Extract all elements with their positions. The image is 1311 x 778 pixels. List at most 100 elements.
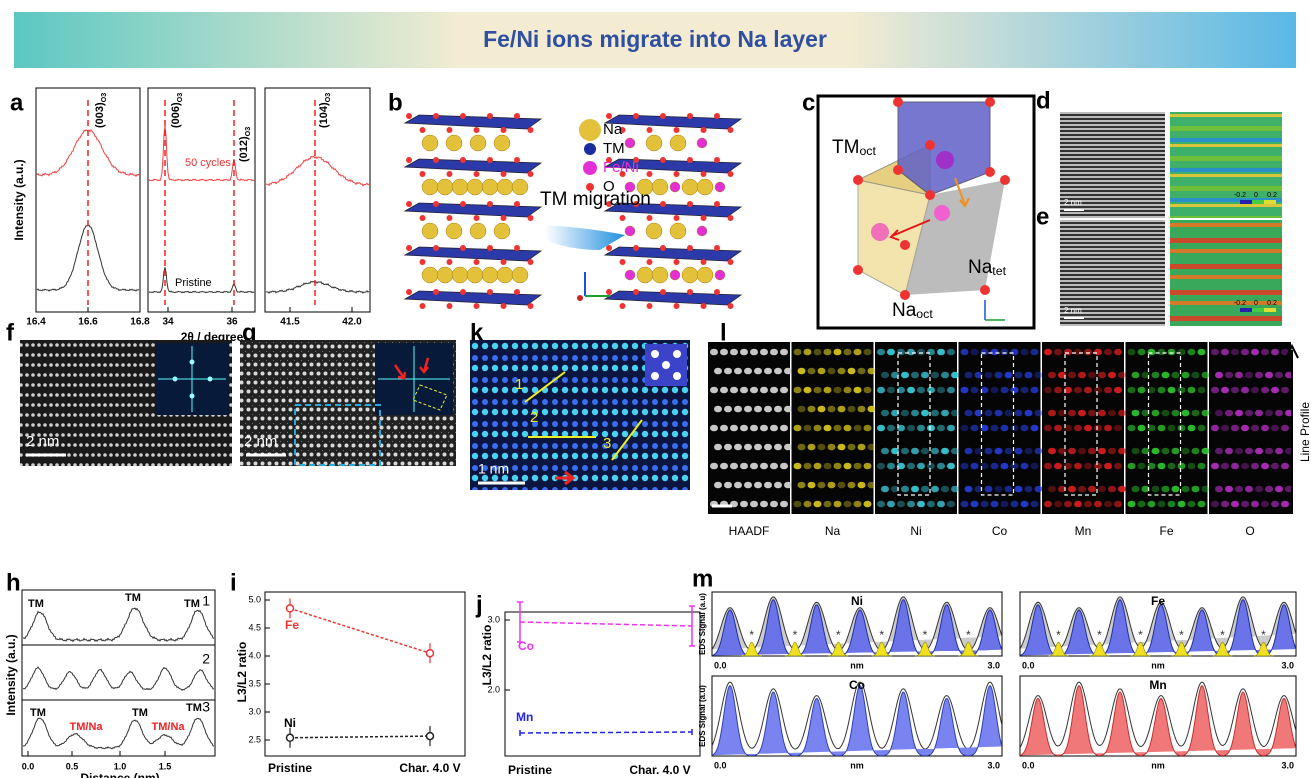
y-tick-label: 4.0: [248, 650, 261, 660]
eds-spot: [984, 447, 993, 455]
eds-spot: [1078, 409, 1086, 417]
eds-spot: [714, 367, 722, 375]
o-atom: [673, 127, 680, 133]
eds-spot: [1197, 500, 1206, 508]
eds-spot: [1181, 371, 1190, 379]
eds-spot: [964, 485, 973, 493]
o-atom: [527, 127, 534, 133]
eds-spot: [847, 367, 856, 375]
minor-peak: [1171, 641, 1192, 657]
eds-spot: [1048, 485, 1056, 493]
tm-layer: [403, 290, 543, 306]
na-atom: [496, 266, 514, 284]
eds-spot: [1241, 500, 1249, 508]
o-atom: [646, 259, 653, 265]
eds-spot: [1127, 386, 1136, 394]
eds-spot: [867, 443, 876, 451]
line: [519, 731, 693, 734]
eds-spot: [1271, 386, 1279, 394]
y-axis-label: EDS Signal (a.u): [698, 593, 707, 655]
eds-spot: [1215, 371, 1223, 379]
tm-oct: [897, 101, 991, 196]
eds-spot: [1187, 462, 1196, 470]
eds-spot: [1167, 500, 1176, 508]
eds-spot: [1108, 447, 1116, 455]
eds-spot: [1271, 500, 1279, 508]
roi-box: [294, 404, 381, 466]
legend-swatch: [584, 143, 596, 155]
eds-spot: [1167, 348, 1176, 356]
eds-spot: [941, 447, 949, 455]
label: (003)O3: [94, 93, 108, 128]
eds-spot: [797, 443, 806, 451]
na-atom: [645, 222, 663, 240]
eds-spot: [1215, 409, 1223, 417]
series-label: Mn: [516, 710, 533, 724]
eds-spot: [1004, 409, 1013, 417]
o-atom: [660, 201, 666, 207]
o-atom: [646, 303, 653, 309]
eds-spot: [1034, 409, 1043, 417]
eds-spot: [740, 424, 748, 432]
eds-spot: [1054, 500, 1062, 508]
eds-spot: [1094, 424, 1102, 432]
minor-peak: [1089, 641, 1110, 657]
eds-spot: [1010, 348, 1019, 356]
trace-label: 1: [202, 593, 210, 609]
o-atom: [660, 113, 666, 119]
eds-spot: [823, 424, 832, 432]
plot-frame: [504, 611, 701, 757]
eds-spot: [863, 500, 872, 508]
eds-spot: [897, 500, 905, 508]
eds-spot: [1010, 386, 1019, 394]
na-atom: [511, 178, 529, 196]
colorbar-seg: [1264, 200, 1276, 204]
eds-spot: [1078, 485, 1086, 493]
o-atom: [660, 157, 666, 163]
na-atom: [481, 178, 499, 196]
eds-spot: [780, 424, 788, 432]
eds-spot: [927, 500, 935, 508]
eds-spot: [734, 443, 742, 451]
line: [519, 621, 693, 627]
eds-spot: [1235, 447, 1243, 455]
eds-spot: [1197, 462, 1206, 470]
x-tick-label: 16.6: [78, 317, 98, 328]
eds-spot: [1261, 424, 1269, 432]
channel-label: Fe: [1159, 524, 1173, 538]
curve-pristine: [265, 280, 370, 294]
asterisk: *: [1179, 628, 1184, 642]
eds-spot: [984, 371, 993, 379]
legend-swatch: [586, 183, 594, 191]
eds-spot: [994, 409, 1003, 417]
eds-spot: [1191, 371, 1200, 379]
eds-spot: [780, 462, 788, 470]
eds-spot: [1187, 424, 1196, 432]
eds-spot: [1020, 424, 1029, 432]
line: [524, 371, 566, 403]
eds-spot: [827, 405, 836, 413]
tet-shadow: [905, 180, 1005, 295]
colorbar-seg: [1252, 308, 1264, 312]
o-atom: [514, 157, 520, 163]
eds-spot: [797, 367, 806, 375]
peak-label: TM: [30, 707, 46, 719]
eds-spot: [1108, 485, 1116, 493]
eds-spot: [784, 481, 792, 489]
eds-spot: [901, 371, 909, 379]
eds-spot: [1225, 485, 1233, 493]
eds-spot: [813, 500, 822, 508]
eds-spot: [907, 386, 915, 394]
trace-label: 2: [202, 651, 210, 667]
eds-spot: [1078, 371, 1086, 379]
eds-spot: [760, 424, 768, 432]
eds-spot: [931, 371, 939, 379]
eds-spot: [1064, 500, 1072, 508]
eds-spot: [807, 443, 816, 451]
x-tick-label: 36: [226, 317, 238, 328]
eds-spot: [1104, 386, 1112, 394]
o-atom: [700, 303, 707, 309]
eds-spot: [1034, 371, 1043, 379]
eds-spot: [1137, 424, 1146, 432]
panel-label: d: [1036, 87, 1051, 114]
